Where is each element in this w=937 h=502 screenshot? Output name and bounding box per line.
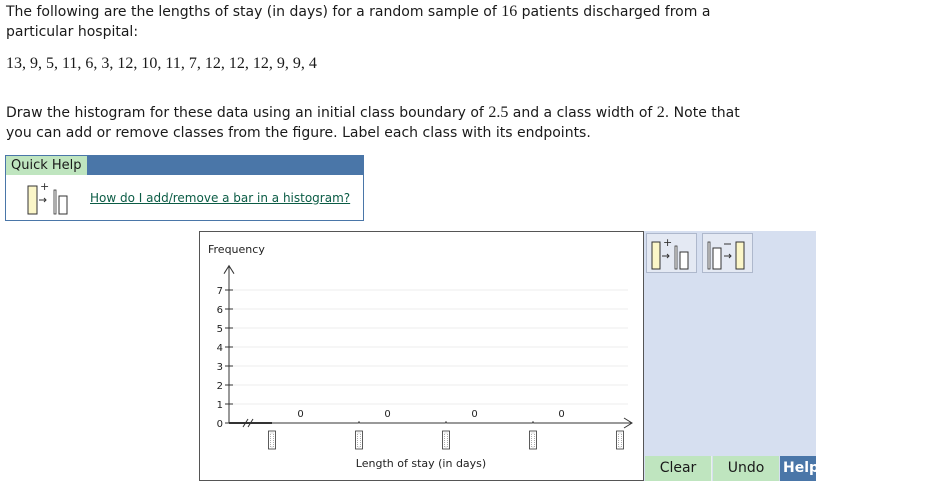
question-instructions: Draw the histogram for these data using … [6,103,766,143]
bar-frequency-label: 0 [297,409,303,420]
instructions-text-mid: and a class width of [508,105,657,121]
help-button[interactable]: Help [780,456,819,481]
add-bar-icon: + [651,236,689,270]
sample-size: 16 [501,3,518,20]
endpoint-input[interactable] [268,430,276,450]
data-list: 13, 9, 5, 11, 6, 3, 12, 10, 11, 7, 12, 1… [6,55,317,72]
instructions-text: Draw the histogram for these data using … [6,105,489,121]
endpoint-input-box [442,430,450,450]
endpoint-input-box [355,430,363,450]
endpoint-input-cursor [270,432,274,448]
bar-group: 0 0 0 0 [297,409,564,420]
y-tick-label: 4 [217,343,223,354]
quick-help-header [6,156,363,175]
endpoint-input-cursor [531,432,535,448]
y-tick-label: 6 [217,305,223,316]
y-tick-label: 3 [217,362,223,373]
gridlines [229,289,628,405]
bar-frequency-label: 0 [384,409,390,420]
add-bar-icon: + [27,180,68,215]
y-axis-label: Frequency [208,243,265,256]
quick-help-title: Quick Help [6,156,88,175]
boundary-dot [445,421,447,424]
endpoint-input[interactable] [355,430,363,450]
undo-button[interactable]: Undo [713,456,779,481]
initial-boundary: 2.5 [488,104,509,121]
endpoint-input-box [616,430,624,450]
y-tick-label: 5 [217,324,223,335]
add-bar-button[interactable]: + [646,233,697,273]
remove-bar-button[interactable] [702,233,753,273]
endpoint-input[interactable] [529,430,537,450]
bar-frequency-label: 0 [558,409,564,420]
quick-help-panel: Quick Help + How do I add/remove a bar i… [5,155,364,221]
question-intro: The following are the lengths of stay (i… [6,2,766,42]
y-tick-label: 1 [217,400,223,411]
endpoint-input-cursor [357,432,361,448]
endpoint-input-cursor [444,432,448,448]
histogram-chart[interactable]: Frequency 0 1 2 3 4 5 6 7 0 0 0 0 Length of stay (… [200,232,643,480]
x-axis [229,417,633,429]
boundary-dot [358,421,360,424]
endpoint-input[interactable] [442,430,450,450]
bar-frequency-label: 0 [471,409,477,420]
tool-panel: + [644,231,816,481]
clear-button[interactable]: Clear [645,456,712,481]
endpoint-input-box [529,430,537,450]
endpoint-input[interactable] [616,430,624,450]
y-tick-label: 0 [217,419,223,430]
endpoint-inputs [268,421,624,450]
endpoint-input-cursor [618,432,622,448]
class-width: 2 [656,104,665,121]
y-axis-arrow [223,264,235,274]
svg-text:+: + [40,180,49,193]
y-tick-label: 2 [217,381,223,392]
question-intro-text-end: patients discharged from a particular ho… [6,4,711,40]
histogram-graph[interactable]: Frequency 0 1 2 3 4 5 6 7 0 0 0 0 Length of stay (… [199,231,644,481]
remove-bar-icon [707,241,745,270]
axis-break-mark [242,418,249,428]
quick-help-link[interactable]: How do I add/remove a bar in a histogram… [90,191,351,205]
x-axis-label: Length of stay (in days) [356,457,486,470]
x-axis-arrow [623,417,633,429]
y-axis: 0 1 2 3 4 5 6 7 [217,264,235,430]
svg-text:+: + [663,236,672,249]
question-intro-text: The following are the lengths of stay (i… [6,4,502,20]
axis-break-mark [247,418,254,428]
boundary-dot [532,421,534,424]
endpoint-input-box [268,430,276,450]
instructions-text-end: . Note that you can add or remove classe… [6,105,740,141]
y-tick-label: 7 [217,286,223,297]
